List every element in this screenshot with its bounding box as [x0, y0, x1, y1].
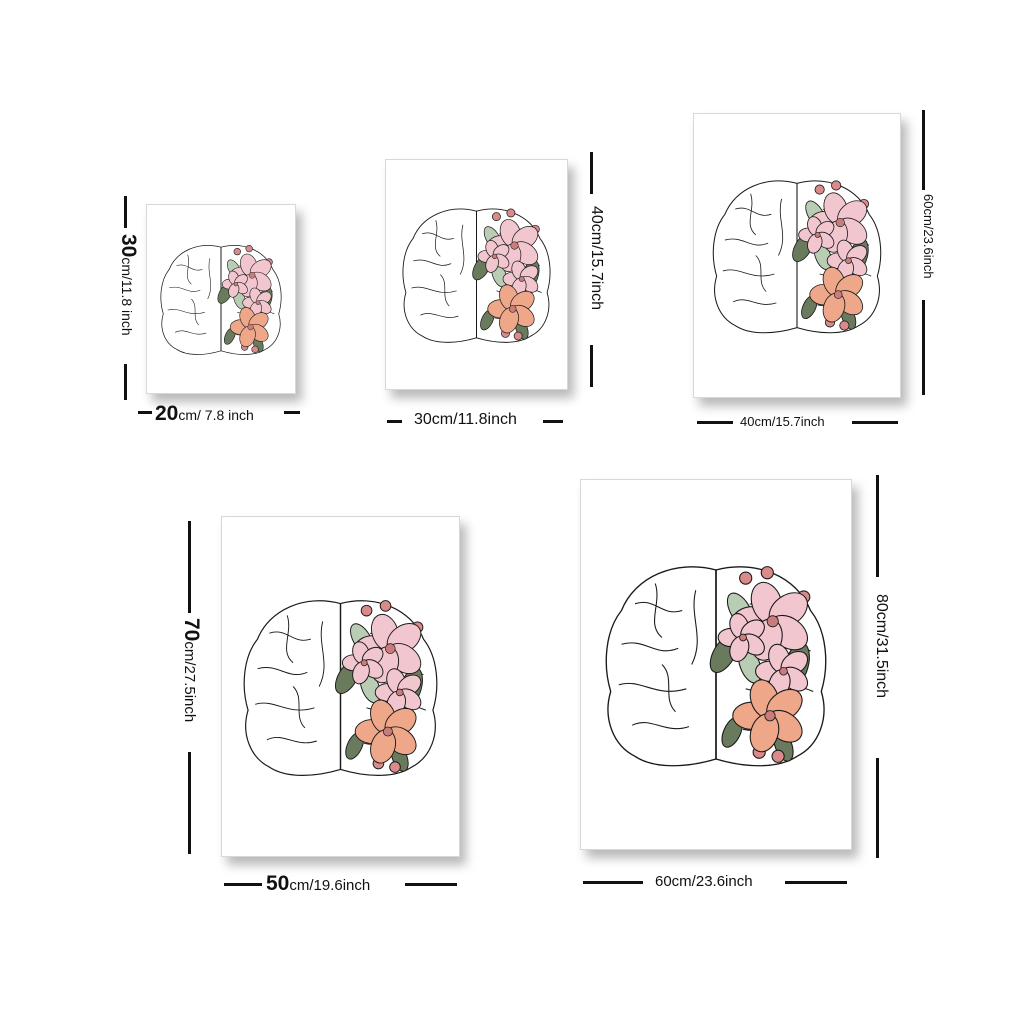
width-label-50: 50cm/19.6inch	[266, 873, 370, 894]
height-dimension-line	[590, 152, 593, 194]
brain-flower-artwork	[605, 566, 827, 767]
width-label-30: 30cm/11.8inch	[414, 411, 517, 428]
width-unit: cm/19.6inch	[289, 877, 371, 894]
height-label-70: 70cm/27.5inch	[180, 618, 203, 723]
width-dimension-line	[697, 421, 733, 424]
height-dimension-line	[922, 300, 925, 395]
height-dimension-line	[876, 758, 879, 858]
brain-flower-artwork	[712, 180, 882, 334]
width-dimension-line	[583, 881, 643, 884]
width-dimension-line	[405, 883, 457, 886]
height-dimension-line	[188, 521, 191, 613]
poster-50x70	[221, 516, 460, 857]
width-dimension-line	[138, 411, 152, 414]
height-dimension-line	[188, 752, 191, 854]
height-dimension-line	[124, 196, 127, 228]
height-unit: cm/27.5inch	[181, 641, 198, 723]
width-number: 20	[155, 402, 179, 425]
height-dimension-line	[922, 110, 925, 190]
poster-60x80	[580, 479, 852, 850]
width-dimension-line	[284, 411, 300, 414]
poster-30x40	[385, 159, 568, 390]
width-number: 50	[266, 872, 290, 895]
poster-20x30	[146, 204, 296, 394]
height-number: 30	[117, 234, 140, 258]
width-label-60: 60cm/23.6inch	[655, 873, 753, 890]
height-label-30: 30cm/11.8 inch	[117, 234, 140, 336]
height-unit: cm/11.8 inch	[119, 257, 135, 336]
height-label-40: 40cm/15.7inch	[588, 206, 605, 311]
height-label-60: 60cm/23.6inch	[921, 194, 936, 279]
width-dimension-line	[224, 883, 262, 886]
width-dimension-line	[785, 881, 847, 884]
height-dimension-line	[876, 475, 879, 577]
height-label-80: 80cm/31.5inch	[873, 594, 890, 699]
width-label-20: 20cm/ 7.8 inch	[155, 403, 254, 424]
height-dimension-line	[590, 345, 593, 387]
height-number: 70	[180, 618, 203, 642]
width-dimension-line	[852, 421, 898, 424]
width-dimension-line	[387, 420, 402, 423]
brain-flower-artwork	[402, 208, 551, 343]
width-label-40: 40cm/15.7inch	[740, 414, 825, 429]
brain-flower-artwork	[243, 600, 438, 776]
width-dimension-line	[543, 420, 563, 423]
poster-40x60	[693, 113, 901, 398]
height-dimension-line	[124, 364, 127, 400]
width-unit: cm/ 7.8 inch	[178, 407, 254, 423]
brain-flower-artwork	[160, 245, 282, 355]
